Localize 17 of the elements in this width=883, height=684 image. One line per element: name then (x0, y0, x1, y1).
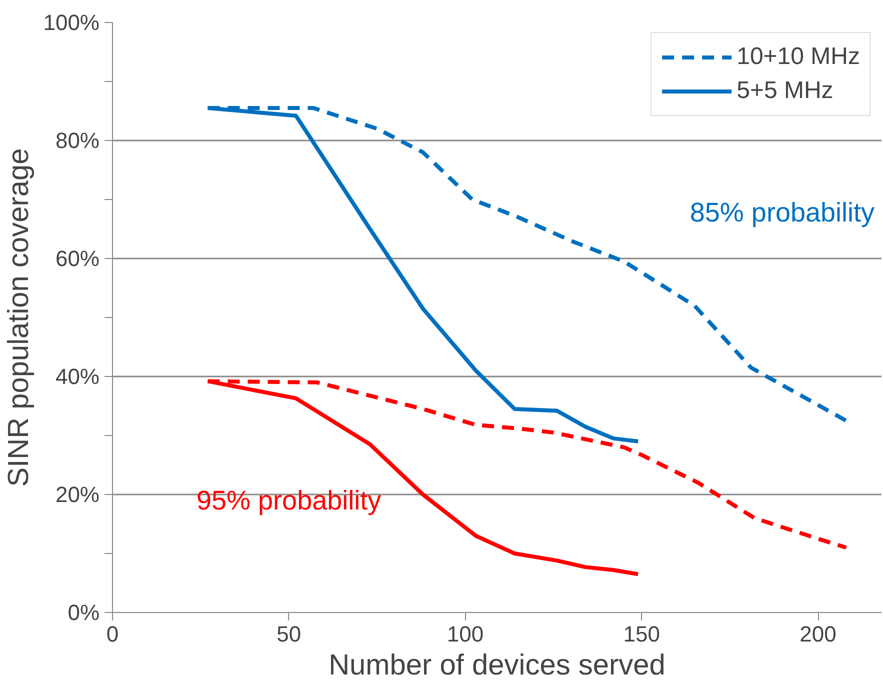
annotation: 95% probability (196, 486, 382, 516)
legend-label: 10+10 MHz (736, 43, 860, 71)
y-tick-label: 60% (55, 246, 100, 271)
x-tick-label: 0 (106, 622, 119, 646)
y-tick-label: 100% (43, 10, 100, 35)
x-tick-label: 50 (276, 622, 302, 646)
y-tick-label: 80% (55, 128, 100, 153)
y-tick-label: 40% (55, 364, 100, 389)
y-tick-label: 20% (55, 482, 100, 507)
y-axis-title: SINR population coverage (3, 148, 36, 487)
x-tick-label: 200 (800, 622, 836, 646)
x-tick-label: 150 (623, 622, 660, 646)
y-tick-label: 0% (68, 600, 100, 625)
legend-label: 5+5 MHz (736, 77, 834, 105)
annotation: 85% probability (690, 198, 875, 228)
x-tick-label: 100 (446, 622, 484, 646)
x-axis-title: Number of devices served (328, 650, 666, 682)
